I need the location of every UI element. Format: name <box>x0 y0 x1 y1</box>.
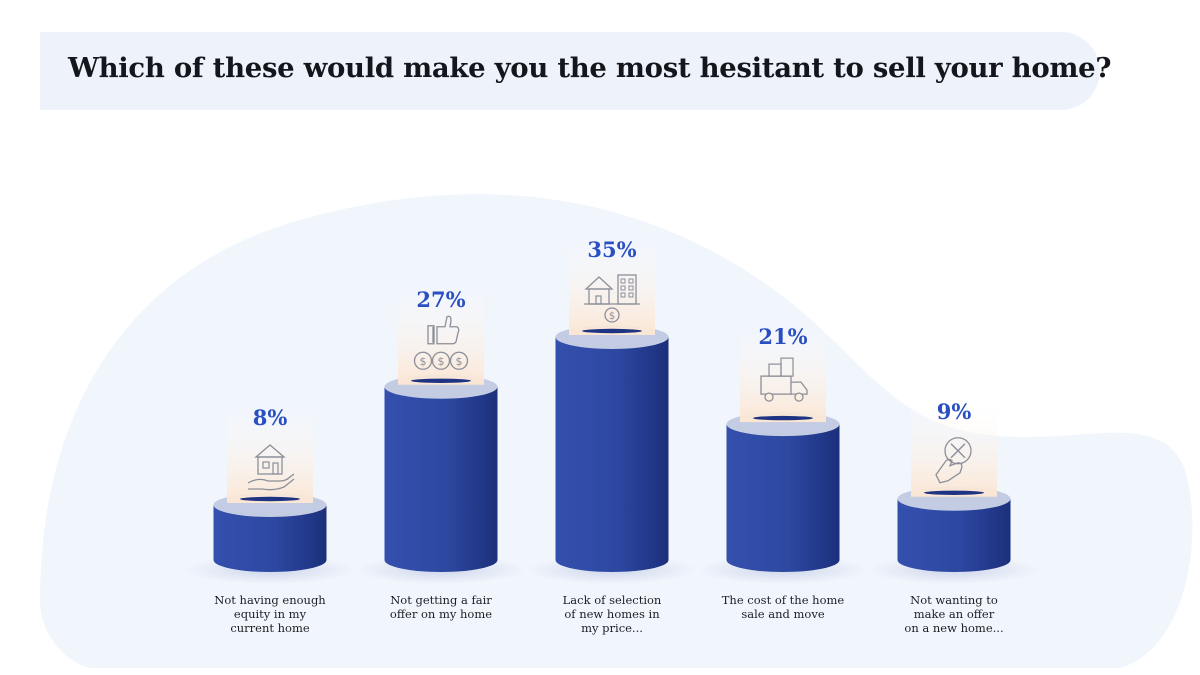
icon-card-slot <box>411 378 471 383</box>
bar <box>384 386 498 572</box>
category-label-line: Not having enough <box>214 593 326 607</box>
bar <box>213 505 327 572</box>
value-label: 35% <box>587 237 636 262</box>
icon-card-slot <box>753 415 813 421</box>
icon-card <box>227 403 313 503</box>
category-label: The cost of the home sale and move <box>708 593 858 621</box>
category-label: Lack of selection of new homes in my price… <box>537 593 687 635</box>
category-label-line: Not wanting to <box>910 593 998 607</box>
value-label: 21% <box>758 324 807 349</box>
title-banner <box>40 32 1100 110</box>
svg-text:$: $ <box>438 355 445 368</box>
chart-title: Which of these would make you the most h… <box>68 52 1112 84</box>
bar <box>897 498 1011 572</box>
category-label-line: offer on my home <box>389 607 493 621</box>
icon-card-slot <box>240 496 300 502</box>
bar <box>555 337 669 572</box>
category-label: Not getting a fair offer on my home <box>366 593 516 621</box>
category-label-line: current home <box>230 621 310 635</box>
category-label-line: sale and move <box>741 607 825 621</box>
house-in-hand-icon <box>247 444 295 491</box>
value-label: 8% <box>253 405 288 430</box>
svg-text:$: $ <box>609 311 615 322</box>
value-label: 9% <box>937 399 972 424</box>
value-label: 27% <box>416 287 465 312</box>
icon-card <box>569 235 655 335</box>
category-label-line: on a new home... <box>904 621 1004 635</box>
icon-card-slot <box>924 490 984 495</box>
category-label-line: of new homes in <box>564 607 660 621</box>
category-label: Not having enough equity in my current hom… <box>195 593 345 635</box>
bar <box>726 424 840 572</box>
category-label-line: make an offer <box>913 607 995 621</box>
hand-x-icon <box>935 437 972 484</box>
category-label-line: The cost of the home <box>721 593 845 607</box>
category-label-line: my price... <box>581 621 643 635</box>
icon-card <box>740 322 826 423</box>
category-label-line: Lack of selection <box>562 593 662 607</box>
svg-text:$: $ <box>456 355 463 368</box>
icon-card-slot <box>582 328 642 334</box>
house-building-dollar-icon: $ <box>584 274 640 323</box>
category-label-line: equity in my <box>233 607 307 621</box>
icon-card <box>398 284 484 385</box>
category-label-line: Not getting a fair <box>390 593 492 607</box>
category-label: Not wanting to make an offer on a new home… <box>879 593 1029 635</box>
svg-text:$: $ <box>420 355 427 368</box>
thumbs-up-money-icon: $ $ $ <box>413 315 469 370</box>
moving-truck-icon <box>760 357 808 402</box>
